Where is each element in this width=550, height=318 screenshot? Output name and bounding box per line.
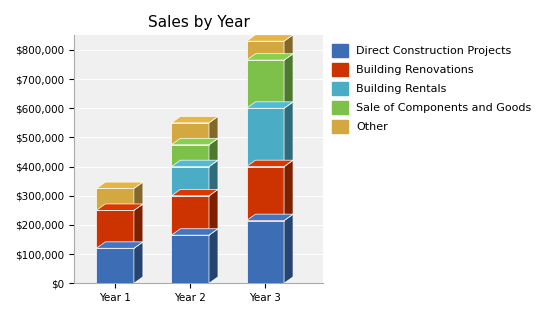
Polygon shape [96, 204, 143, 210]
Polygon shape [246, 108, 284, 167]
Polygon shape [96, 210, 134, 248]
Polygon shape [246, 41, 284, 60]
Polygon shape [284, 214, 293, 283]
Polygon shape [246, 214, 293, 221]
Polygon shape [284, 35, 293, 60]
Polygon shape [284, 54, 293, 108]
Polygon shape [96, 242, 143, 248]
Polygon shape [246, 102, 293, 108]
Polygon shape [172, 196, 209, 235]
Polygon shape [172, 145, 209, 167]
Polygon shape [284, 160, 293, 221]
Polygon shape [246, 60, 284, 108]
Polygon shape [134, 242, 143, 283]
Polygon shape [172, 160, 218, 167]
Legend: Direct Construction Projects, Building Renovations, Building Rentals, Sale of Co: Direct Construction Projects, Building R… [329, 41, 535, 136]
Polygon shape [134, 204, 143, 248]
Polygon shape [96, 182, 143, 189]
Polygon shape [246, 35, 293, 41]
Polygon shape [96, 248, 134, 283]
Polygon shape [246, 54, 293, 60]
Polygon shape [209, 116, 218, 145]
Polygon shape [246, 277, 293, 283]
Polygon shape [284, 102, 293, 167]
Polygon shape [172, 189, 218, 196]
Polygon shape [172, 277, 218, 283]
Polygon shape [172, 167, 209, 196]
Polygon shape [96, 189, 134, 210]
Polygon shape [209, 189, 218, 235]
Polygon shape [172, 235, 209, 283]
Polygon shape [209, 229, 218, 283]
Title: Sales by Year: Sales by Year [147, 15, 249, 30]
Polygon shape [209, 138, 218, 167]
Polygon shape [96, 277, 143, 283]
Polygon shape [172, 138, 218, 145]
Polygon shape [246, 160, 293, 167]
Polygon shape [172, 229, 218, 235]
Polygon shape [172, 116, 218, 123]
Polygon shape [209, 160, 218, 196]
Polygon shape [246, 167, 284, 221]
Polygon shape [134, 182, 143, 210]
Polygon shape [246, 221, 284, 283]
Polygon shape [172, 123, 209, 145]
